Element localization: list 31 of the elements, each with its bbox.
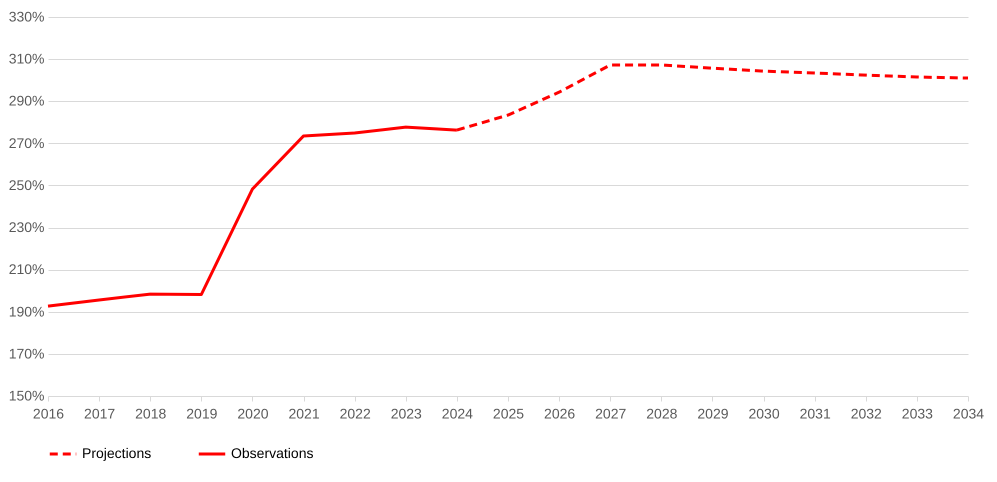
x-tick-label: 2023 (390, 406, 422, 422)
x-tick-label: 2024 (442, 406, 474, 422)
x-tick-label: 2025 (492, 406, 524, 422)
y-tick-label: 330% (8, 8, 44, 24)
y-tick-label: 170% (8, 345, 44, 362)
x-tick-label: 2031 (800, 406, 831, 422)
legend-label: Projections (82, 445, 152, 461)
y-tick-label: 190% (8, 303, 44, 320)
x-tick-label: 2034 (952, 406, 984, 422)
y-tick-label: 290% (8, 92, 44, 109)
y-tick-label: 210% (8, 261, 44, 278)
x-tick-label: 2033 (902, 406, 934, 422)
x-tick-label: 2020 (237, 406, 269, 422)
x-tick-label: 2028 (646, 406, 678, 422)
x-tick-label: 2022 (340, 406, 371, 422)
x-tick-label: 2018 (135, 406, 167, 422)
y-tick-label: 230% (8, 219, 44, 236)
y-tick-label: 250% (8, 176, 44, 193)
x-tick-label: 2026 (544, 406, 576, 422)
x-tick-label: 2032 (850, 406, 882, 422)
x-tick-label: 2017 (84, 406, 116, 422)
x-tick-label: 2027 (595, 406, 627, 422)
x-tick-label: 2019 (186, 406, 218, 422)
y-tick-label: 150% (8, 388, 44, 404)
x-tick-label: 2021 (288, 406, 320, 422)
x-tick-label: 2030 (748, 406, 780, 422)
legend-label: Observations (231, 445, 314, 461)
x-tick-label: 2016 (32, 406, 64, 422)
x-tick-label: 2029 (697, 406, 729, 422)
y-tick-label: 310% (8, 50, 44, 67)
y-tick-label: 270% (8, 134, 44, 151)
